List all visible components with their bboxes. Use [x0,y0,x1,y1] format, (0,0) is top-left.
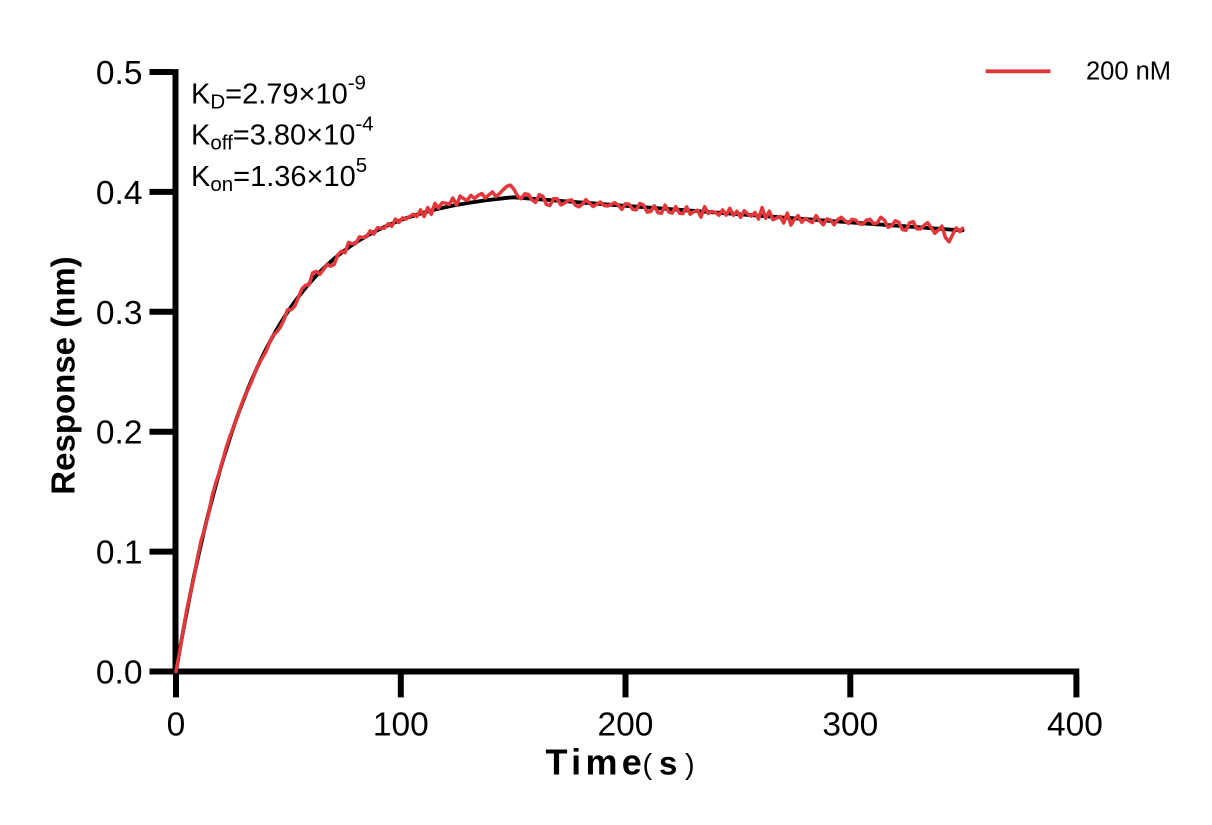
svg-text:400: 400 [1047,707,1103,744]
svg-text:0.5: 0.5 [96,55,143,92]
svg-text:100: 100 [373,707,429,744]
svg-text:0.2: 0.2 [96,415,143,452]
svg-text:0.0: 0.0 [96,655,143,692]
svg-text:0.3: 0.3 [96,295,143,332]
svg-text:(: ( [643,749,653,781]
svg-text:0: 0 [167,707,186,744]
svg-text:Kon=1.36×105: Kon=1.36×105 [191,154,367,196]
svg-text:0.4: 0.4 [96,175,143,212]
svg-text:200: 200 [598,707,654,744]
svg-text:Response (nm): Response (nm) [45,256,82,494]
svg-text:Koff=3.80×10-4: Koff=3.80×10-4 [191,113,374,155]
svg-text:): ) [685,749,695,781]
svg-text:Time: Time [546,742,647,783]
svg-text:0.1: 0.1 [96,535,143,572]
svg-text:200 nM: 200 nM [1086,58,1171,86]
svg-text:300: 300 [822,707,878,744]
svg-text:s: s [659,745,677,782]
